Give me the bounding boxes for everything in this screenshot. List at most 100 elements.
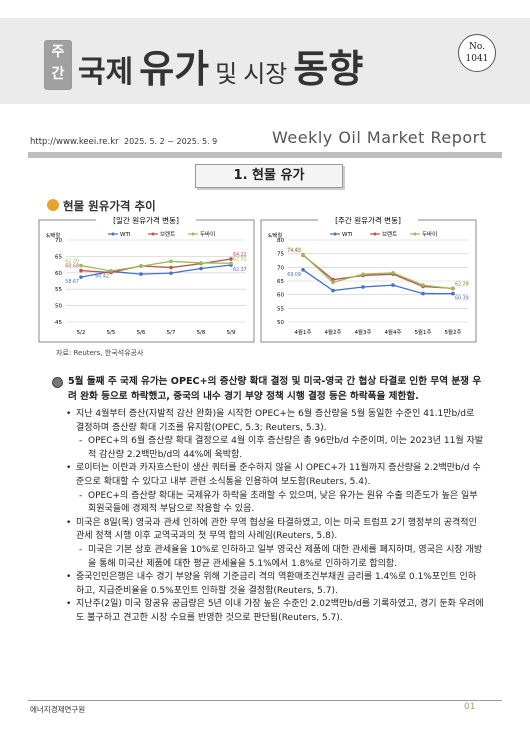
footer-org: 에너지경제연구원 <box>30 705 86 714</box>
y-axis-label: $/배럴 <box>268 232 282 239</box>
y-tick-label: 60 <box>55 271 62 277</box>
x-tick-label: 5월2주 <box>444 328 461 336</box>
x-tick-label: 5/2 <box>77 330 86 336</box>
data-label: 64.22 <box>233 252 247 258</box>
data-point <box>331 288 335 293</box>
y-axis-label: $/배럴 <box>46 232 60 239</box>
x-tick-label: 5/6 <box>137 330 146 336</box>
data-point <box>139 264 143 269</box>
legend-label: 브렌트 <box>382 230 397 238</box>
legend-label: 두바이 <box>200 230 215 238</box>
data-label: 60.68 <box>65 264 79 270</box>
data-label: 58.67 <box>65 279 79 285</box>
data-point <box>229 261 233 266</box>
url[interactable]: http://www.keei.re.kr <box>30 137 119 147</box>
data-point <box>229 257 233 261</box>
data-point <box>109 269 113 273</box>
x-tick-label: 4월1주 <box>294 328 311 336</box>
y-tick-label: 70 <box>55 238 62 244</box>
y-tick-label: 50 <box>277 320 284 326</box>
legend-marker <box>333 232 337 236</box>
data-label: 60.39 <box>455 296 469 302</box>
x-tick-label: 4월2주 <box>324 328 341 336</box>
x-tick-label: 5/7 <box>167 330 176 336</box>
data-point <box>391 283 395 287</box>
data-label: 60.42 <box>95 273 109 279</box>
y-tick-label: 70 <box>277 265 284 271</box>
label-char: 주 <box>51 44 65 60</box>
legend-marker <box>191 232 195 236</box>
y-tick-label: 65 <box>55 254 62 260</box>
legend-marker <box>151 232 155 236</box>
title-bg <box>318 214 418 226</box>
data-point <box>391 271 395 275</box>
sub-item: 미국은 기본 상호 관세율을 10%로 인하하고 일부 영국산 제품에 대한 관… <box>52 544 484 571</box>
title-bg <box>96 214 196 226</box>
x-tick-label: 5/9 <box>227 330 236 336</box>
subsection-title: 현물 원유가격 추이 <box>63 199 156 213</box>
english-title: Weekly Oil Market Report <box>272 128 487 147</box>
data-point <box>361 272 365 276</box>
issue-number: 1041 <box>465 54 489 64</box>
footer-rule <box>28 700 502 701</box>
data-point <box>79 263 83 268</box>
data-point <box>421 291 425 296</box>
series-line <box>302 269 454 295</box>
x-tick-label: 4월4주 <box>384 328 401 336</box>
data-point <box>301 252 305 257</box>
title-part: 시장 <box>243 60 288 88</box>
bullet-item: 로이터는 이란과 카자흐스탄이 생산 쿼터를 준수하지 않을 시 OPEC+가 … <box>52 462 484 489</box>
x-tick-label: 5/8 <box>197 330 206 336</box>
source: 자료: Reuters, 한국석유공사 <box>56 349 144 357</box>
issue-prefix: No. <box>469 42 485 52</box>
data-point <box>331 277 335 282</box>
y-tick-label: 55 <box>55 287 62 293</box>
legend-marker <box>111 232 115 236</box>
legend-label: 브렌트 <box>160 230 175 238</box>
bullet-item: 지난 4월부터 증산(자발적 감산 완화)을 시작한 OPEC+는 6월 증산량… <box>52 408 484 435</box>
chart-title: [주간 원유가격 변동] <box>335 215 401 225</box>
data-point <box>169 265 173 270</box>
legend-marker <box>413 232 417 236</box>
x-tick-label: 5/5 <box>107 330 116 336</box>
y-tick-label: 80 <box>277 238 284 244</box>
x-tick-label: 5월1주 <box>414 328 431 336</box>
legend-label: 두바이 <box>422 230 437 238</box>
data-point <box>451 286 455 291</box>
data-point <box>361 285 365 289</box>
title-part: 동향 <box>293 47 364 91</box>
title-part: 국제 <box>78 55 134 90</box>
bullet-item: 지난주(2일) 미국 항공유 공급량은 5년 이내 가장 높은 수준인 2.02… <box>52 598 484 625</box>
report-title: 국제 유가 및 시장 동향 <box>78 38 369 93</box>
bullet-item: 미국은 8일(목) 영국과 관세 인하에 관한 무역 협상을 타결하였고, 이는… <box>52 517 484 544</box>
legend-label: WTI <box>342 232 353 238</box>
series-line <box>302 254 454 290</box>
chart: [주간 원유가격 변동] $/배럴 50 55 60 65 70 75 80 4월1주 4월2주 4월… <box>260 214 477 343</box>
subsection-icon <box>47 199 59 211</box>
data-point <box>199 261 203 265</box>
x-tick-label: 4월3주 <box>354 328 371 336</box>
data-point <box>421 283 425 287</box>
bullet-item: 중국인민은행은 내수 경기 부양을 위해 기준금리 격의 역환매조건부채권 금리… <box>52 571 484 598</box>
data-point <box>199 266 203 271</box>
y-tick-label: 65 <box>277 279 284 285</box>
legend-label: WTI <box>120 232 131 238</box>
data-label: 69.09 <box>287 272 301 278</box>
page-number: 01 <box>464 702 476 712</box>
y-tick-label: 50 <box>55 304 62 310</box>
data-point <box>79 275 83 279</box>
sub-item: OPEC+의 6월 증산량 확대 결정으로 4월 이후 증산량은 총 96만b/… <box>52 435 484 462</box>
data-label: 62.37 <box>233 267 247 273</box>
data-label: 62.91 <box>233 256 247 262</box>
chart-title: [일간 원유가격 변동] <box>113 215 179 225</box>
y-tick-label: 45 <box>55 320 62 326</box>
series-line <box>80 260 232 272</box>
data-label: 74.69 <box>287 248 301 254</box>
legend-marker <box>373 232 377 236</box>
data-point <box>79 268 83 273</box>
data-point <box>331 280 335 285</box>
sub-item: OPEC+의 증산량 확대는 국제유가 하락을 초래할 수 있으며, 낮은 유가… <box>52 490 484 517</box>
data-label: 62.20 <box>455 282 469 288</box>
